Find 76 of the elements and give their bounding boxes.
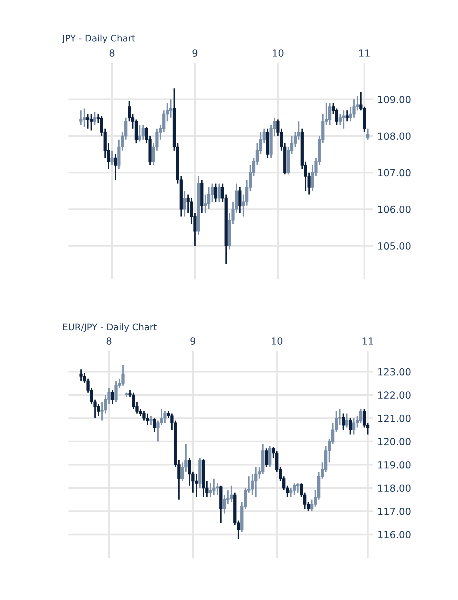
candlestick [86,114,90,130]
candlestick [90,114,94,132]
candlestick [198,457,202,489]
y-tick-label: 121.00 [378,414,411,422]
candlestick [122,364,125,387]
candlestick [345,413,349,428]
y-tick-label: 119.00 [378,461,411,469]
candlestick [328,102,332,126]
candlestick [230,485,234,503]
candlestick [183,190,186,218]
candlestick [254,466,258,498]
candlestick [293,482,296,496]
candlestick [97,404,100,417]
y-tick-label: 107.00 [378,169,411,177]
candlestick [200,179,204,214]
candlestick [352,418,356,436]
candlestick [164,410,167,424]
y-tick-label: 109.00 [378,96,411,104]
candlestick [265,448,268,468]
candlestick [142,124,145,141]
candlestick [146,413,150,426]
chart-title: JPY - Daily Chart [62,34,136,44]
candlestick [111,390,114,406]
candlestick [93,112,97,126]
candlestick [346,110,349,122]
x-tick-label: 11 [362,338,374,345]
y-tick-label: 117.00 [378,508,411,516]
candlestick [359,408,363,424]
y-tick-label: 123.00 [378,368,411,376]
y-tick-label: 116.00 [378,531,411,539]
y-tick-label: 120.00 [378,438,411,446]
candlestick [266,128,270,159]
candlestick [80,368,83,382]
candlestick [132,392,136,410]
y-tick-label: 105.00 [378,242,411,250]
y-tick-label: 118.00 [378,484,411,492]
candlestick [138,124,142,142]
candlestick [223,494,226,515]
candlestick [216,482,220,496]
candlestick [209,482,212,498]
candlestick [195,474,198,498]
candlestick [114,154,118,181]
candlestick [262,443,265,475]
x-tick-label: 10 [273,50,284,57]
candlestick [238,186,242,214]
y-tick-label: 108.00 [378,132,411,140]
candlestick [214,183,218,203]
candlestick [212,478,216,496]
chart-title: EUR/JPY - Daily Chart [63,324,157,332]
candlestick [80,110,83,126]
candlestick [218,183,221,203]
candlestick [366,128,370,141]
candlestick [169,98,173,119]
candlestick [342,413,346,431]
candlestick [208,186,211,210]
candlestick [153,418,156,434]
x-tick-label: 8 [106,338,112,345]
x-tick-label: 10 [272,338,283,345]
candlestick [268,446,272,468]
y-tick-label: 122.00 [378,392,411,400]
candlestick [142,410,146,422]
candlestick [150,415,153,426]
candlestick [220,485,223,524]
candlestick [110,150,114,166]
candlestick [114,380,118,403]
candlestick [352,98,356,119]
candlestick [338,114,342,126]
candlestick [342,110,346,130]
candlestick [290,488,293,498]
x-tick-label: 9 [192,50,198,57]
x-tick-label: 8 [110,50,115,57]
candlestick [348,418,352,436]
candlestick [83,108,86,128]
x-tick-label: 11 [360,50,370,57]
y-tick-label: 106.00 [378,206,411,214]
x-tick-label: 9 [190,338,196,345]
